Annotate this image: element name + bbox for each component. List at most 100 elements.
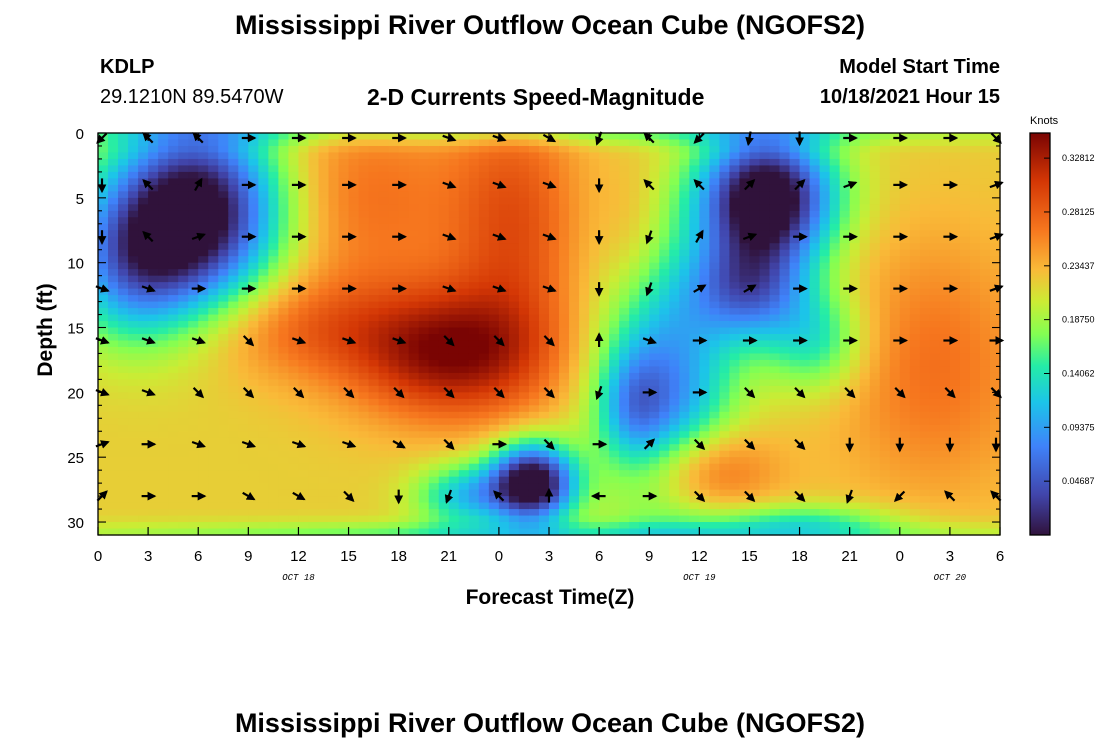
heat-cell xyxy=(538,288,550,296)
heat-cell xyxy=(599,470,610,478)
heat-cell xyxy=(839,223,851,231)
heat-cell xyxy=(729,139,741,147)
heat-cell xyxy=(268,470,279,478)
heat-cell xyxy=(749,346,761,355)
heat-cell xyxy=(438,463,450,471)
heat-cell xyxy=(569,197,580,205)
heat-cell xyxy=(518,444,530,452)
heat-cell xyxy=(308,515,320,523)
heat-cell xyxy=(889,398,901,406)
heat-cell xyxy=(448,301,460,309)
heat-cell xyxy=(468,133,480,141)
heat-cell xyxy=(258,171,269,179)
heat-cell xyxy=(138,191,149,199)
heat-cell xyxy=(448,334,460,342)
heat-cell xyxy=(438,379,450,387)
heat-cell xyxy=(118,204,129,212)
heat-cell xyxy=(128,385,139,393)
heat-cell xyxy=(699,295,710,303)
heat-cell xyxy=(809,184,821,192)
heat-cell xyxy=(579,133,590,141)
heat-cell xyxy=(679,379,690,387)
heat-cell xyxy=(228,437,239,445)
heat-cell xyxy=(268,223,279,231)
heat-cell xyxy=(729,301,741,309)
heat-cell xyxy=(779,210,791,218)
heat-cell xyxy=(428,204,440,212)
heat-cell xyxy=(518,334,530,342)
heat-cell xyxy=(288,223,300,231)
heat-cell xyxy=(318,528,330,536)
heat-cell xyxy=(98,165,109,173)
heat-cell xyxy=(669,204,680,212)
heat-cell xyxy=(158,392,169,400)
heat-cell xyxy=(198,457,209,465)
heat-cell xyxy=(749,197,761,205)
heat-cell xyxy=(809,463,821,471)
heat-cell xyxy=(498,158,510,167)
heat-cell xyxy=(348,457,360,465)
heat-cell xyxy=(589,327,600,335)
heat-cell xyxy=(729,431,741,439)
heat-cell xyxy=(138,210,149,218)
heat-cell xyxy=(168,249,179,257)
heat-cell xyxy=(579,405,590,413)
heat-cell xyxy=(108,359,119,368)
heat-cell xyxy=(368,450,380,458)
heat-cell xyxy=(178,139,189,147)
heat-cell xyxy=(549,249,560,257)
heat-cell xyxy=(478,450,490,458)
heat-cell xyxy=(659,502,670,510)
heat-cell xyxy=(839,145,851,154)
heat-cell xyxy=(649,522,660,530)
heat-cell xyxy=(859,476,871,484)
heat-cell xyxy=(669,301,680,309)
heat-cell xyxy=(518,496,530,504)
heat-cell xyxy=(799,158,811,167)
heat-cell xyxy=(769,301,781,309)
heat-cell xyxy=(809,509,821,517)
heat-cell xyxy=(388,301,400,309)
heat-cell xyxy=(699,372,710,380)
heat-cell xyxy=(408,385,420,393)
heat-cell xyxy=(549,502,560,510)
heat-cell xyxy=(428,509,440,517)
heat-cell xyxy=(418,204,430,212)
heat-cell xyxy=(859,483,871,491)
heat-cell xyxy=(188,424,199,432)
heat-cell xyxy=(188,437,199,445)
heat-cell xyxy=(358,249,370,257)
heat-cell xyxy=(669,288,680,296)
heat-cell xyxy=(238,243,249,251)
heat-cell xyxy=(839,262,851,270)
heat-cell xyxy=(168,457,179,465)
heat-cell xyxy=(679,236,690,244)
heat-cell xyxy=(478,398,490,406)
heat-cell xyxy=(859,515,871,523)
heat-cell xyxy=(368,301,380,309)
heat-cell xyxy=(158,463,169,471)
heat-cell xyxy=(458,522,470,530)
heat-cell xyxy=(308,424,320,432)
heat-cell xyxy=(258,178,269,186)
heat-cell xyxy=(599,398,610,406)
heat-cell xyxy=(879,223,891,231)
heat-cell xyxy=(438,437,450,445)
heat-cell xyxy=(849,463,861,471)
heat-cell xyxy=(248,171,259,179)
heat-cell xyxy=(398,236,410,244)
heat-cell xyxy=(328,418,340,426)
heat-cell xyxy=(488,204,500,212)
heat-cell xyxy=(699,379,710,387)
heat-cell xyxy=(819,522,831,530)
heat-cell xyxy=(428,476,440,484)
heat-cell xyxy=(549,295,560,303)
heat-cell xyxy=(348,522,360,530)
heat-cell xyxy=(278,522,290,530)
heat-cell xyxy=(528,496,540,504)
heat-cell xyxy=(889,483,901,491)
heat-cell xyxy=(428,165,440,173)
heat-cell xyxy=(739,489,751,497)
heat-cell xyxy=(599,321,610,329)
heat-cell xyxy=(448,321,460,329)
